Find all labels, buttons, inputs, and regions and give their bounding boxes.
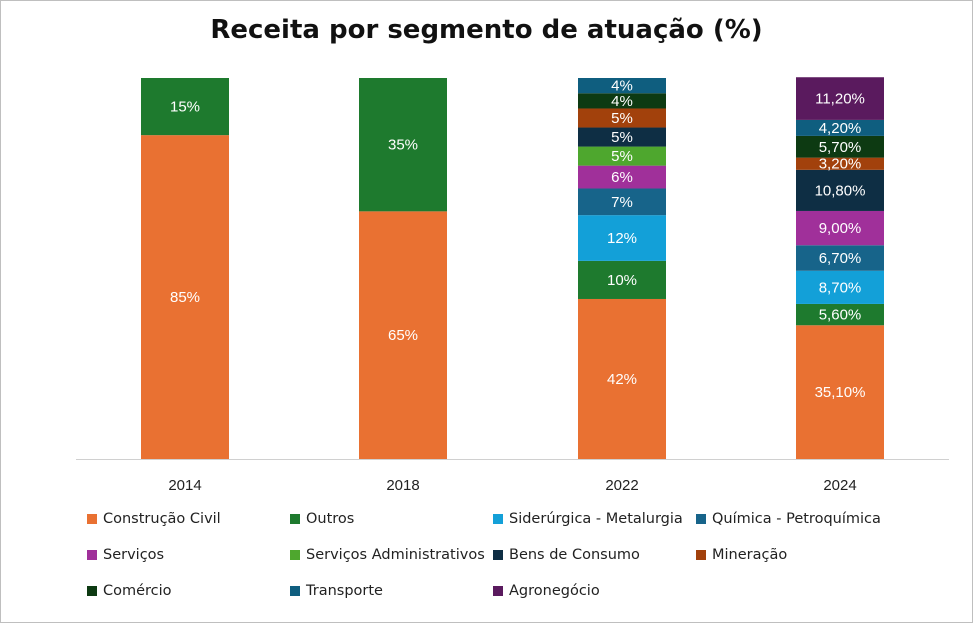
bar-segment <box>359 211 447 459</box>
legend-label: Siderúrgica - Metalurgia <box>509 511 683 527</box>
data-label: 5% <box>611 110 633 127</box>
legend-item: Serviços <box>87 545 164 565</box>
data-label: 5% <box>611 148 633 165</box>
legend-label: Química - Petroquímica <box>712 511 881 527</box>
legend-swatch <box>696 514 706 524</box>
data-label: 11,20% <box>815 91 865 108</box>
legend-swatch <box>493 550 503 560</box>
bar-segment <box>141 78 229 136</box>
bar-segment <box>141 135 229 459</box>
legend-item: Química - Petroquímica <box>696 509 881 529</box>
legend-label: Outros <box>306 511 355 527</box>
bar-segment <box>796 157 884 170</box>
data-label: 4% <box>611 93 633 110</box>
bar-segment <box>796 245 884 271</box>
data-label: 85% <box>170 289 200 306</box>
legend-swatch <box>290 514 300 524</box>
data-label: 3,20% <box>819 156 862 173</box>
legend-label: Construção Civil <box>103 511 221 527</box>
bar-segment <box>578 298 666 459</box>
bar-segment <box>578 215 666 261</box>
legend-item: Bens de Consumo <box>493 545 640 565</box>
data-label: 35% <box>388 137 418 154</box>
bar-segment <box>578 108 666 128</box>
bar-segment <box>796 303 884 326</box>
legend-swatch <box>87 586 97 596</box>
data-label: 42% <box>607 371 637 388</box>
data-label: 65% <box>388 327 418 344</box>
bar-segment <box>359 78 447 212</box>
legend-item: Siderúrgica - Metalurgia <box>493 509 683 529</box>
data-label: 15% <box>170 99 200 116</box>
bar-segment <box>578 146 666 166</box>
legend-item: Mineração <box>696 545 787 565</box>
data-label: 35,10% <box>815 384 866 401</box>
legend-swatch <box>696 550 706 560</box>
bar-segment <box>796 77 884 120</box>
data-label: 4,20% <box>819 120 862 137</box>
bar-segment <box>796 119 884 136</box>
legend-label: Transporte <box>306 583 383 599</box>
bar-segment <box>578 165 666 189</box>
data-label: 6% <box>611 169 633 186</box>
data-label: 7% <box>611 194 633 211</box>
legend-label: Comércio <box>103 583 172 599</box>
legend-swatch <box>290 550 300 560</box>
x-tick-label: 2022 <box>605 477 638 494</box>
bar-segment <box>796 210 884 246</box>
legend-item: Construção Civil <box>87 509 221 529</box>
data-label: 9,00% <box>819 220 862 237</box>
bar-segment <box>578 260 666 299</box>
legend-swatch <box>87 550 97 560</box>
bar-segment <box>578 78 666 94</box>
legend-swatch <box>493 514 503 524</box>
data-label: 5,70% <box>819 139 862 156</box>
x-tick-label: 2014 <box>168 477 201 494</box>
bar-segment <box>796 270 884 304</box>
chart-title: Receita por segmento de atuação (%) <box>210 15 763 45</box>
legend-label: Agronegócio <box>509 583 600 599</box>
legend-item: Serviços Administrativos <box>290 545 485 565</box>
bar-segment <box>578 93 666 109</box>
legend-item: Comércio <box>87 581 172 601</box>
data-label: 4% <box>611 78 633 95</box>
legend-swatch <box>290 586 300 596</box>
legend-label: Bens de Consumo <box>509 547 640 563</box>
data-label: 5,60% <box>819 307 862 324</box>
legend-item: Outros <box>290 509 354 529</box>
data-label: 12% <box>607 230 637 247</box>
data-label: 8,70% <box>819 279 862 296</box>
data-label: 10% <box>607 272 637 289</box>
chart-plot-area: 85%15%201465%35%201842%10%12%7%6%5%5%5%4… <box>76 77 949 494</box>
legend-item: Transporte <box>290 581 383 601</box>
data-label: 5% <box>611 129 633 146</box>
bar-segment <box>796 169 884 211</box>
legend-swatch <box>87 514 97 524</box>
legend-item: Agronegócio <box>493 581 600 601</box>
bar-segment <box>578 188 666 216</box>
legend-label: Serviços Administrativos <box>306 547 485 563</box>
bar-segment <box>796 135 884 158</box>
legend-swatch <box>493 586 503 596</box>
x-tick-label: 2018 <box>386 477 419 494</box>
legend-label: Mineração <box>712 547 788 563</box>
data-label: 10,80% <box>815 182 866 199</box>
bar-segment <box>578 127 666 147</box>
x-tick-label: 2024 <box>823 477 856 494</box>
legend-label: Serviços <box>103 547 165 563</box>
data-label: 6,70% <box>819 250 862 267</box>
bar-segment <box>796 325 884 459</box>
